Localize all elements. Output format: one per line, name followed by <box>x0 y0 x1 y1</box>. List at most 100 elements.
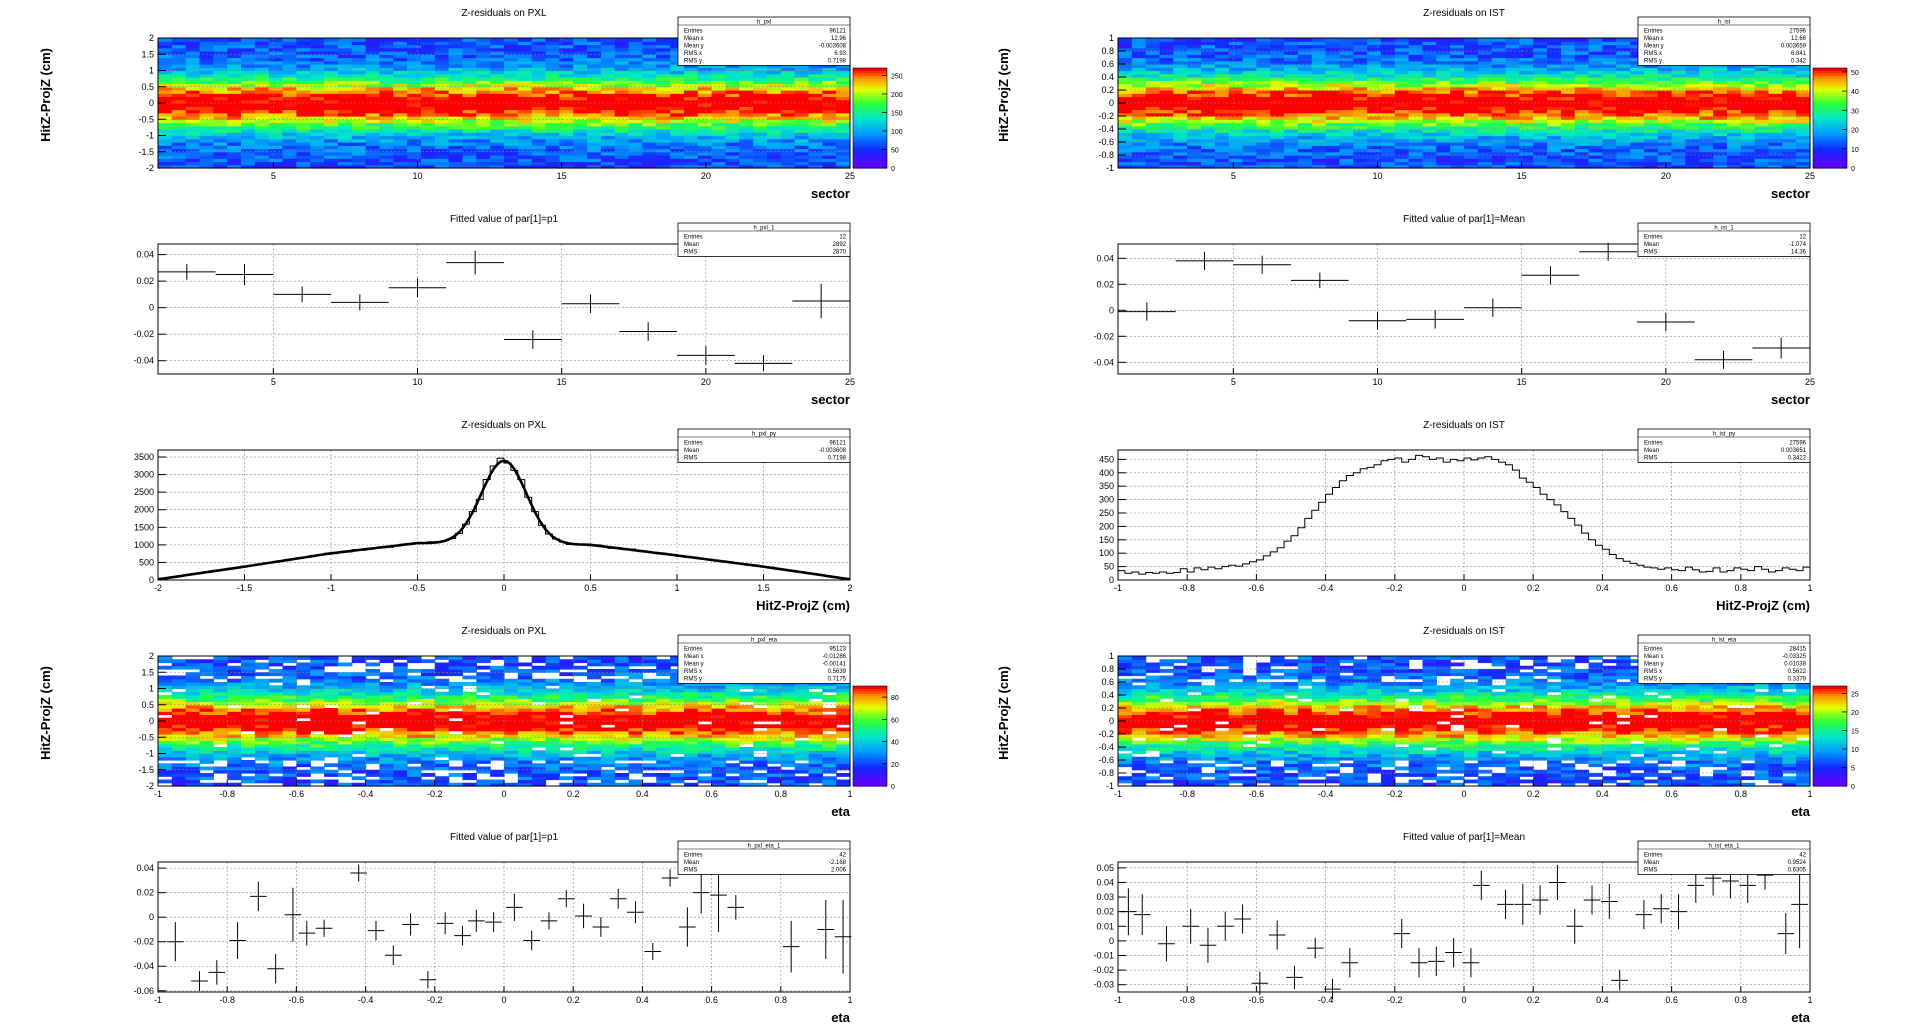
heatmap-cell <box>227 750 242 755</box>
heatmap-cell <box>185 740 201 745</box>
heatmap-cell <box>1159 54 1174 59</box>
heatmap-cell <box>517 80 533 85</box>
heatmap-cell <box>1297 145 1313 150</box>
heatmap-cell <box>268 753 284 758</box>
heatmap-cell <box>1228 54 1244 59</box>
heatmap-cell <box>1284 142 1299 146</box>
heatmap-cell <box>393 132 408 137</box>
heatmap-cell <box>379 135 394 140</box>
heatmap-cell <box>282 44 297 49</box>
heatmap-cell <box>185 161 201 166</box>
heatmap-cell <box>241 708 256 712</box>
heatmap-cell <box>199 714 214 719</box>
heatmap-cell <box>600 96 616 101</box>
heatmap-cell <box>1491 125 1507 130</box>
heatmap-cell <box>1256 93 1271 98</box>
heatmap-cell <box>1782 155 1797 159</box>
heatmap-cell <box>1270 64 1285 68</box>
heatmap-cell <box>296 688 311 693</box>
heatmap-cell <box>282 750 297 755</box>
heatmap-cell <box>683 67 699 72</box>
heatmap-cell <box>1159 145 1174 150</box>
heatmap-cell <box>241 691 256 696</box>
heatmap-cell <box>365 70 381 75</box>
heatmap-cell <box>766 116 782 120</box>
heatmap-cell <box>434 138 450 143</box>
heatmap-cell <box>199 158 214 163</box>
heatmap-cell <box>199 93 214 98</box>
heatmap-cell <box>1796 106 1811 111</box>
heatmap-cell <box>1796 67 1811 72</box>
heatmap-cell <box>1782 132 1797 137</box>
heatmap-cell <box>254 151 270 156</box>
heatmap-cell <box>1588 67 1603 72</box>
heatmap-cell <box>1353 93 1368 98</box>
heatmap-cell <box>1657 112 1673 117</box>
heatmap-cell <box>1713 125 1728 130</box>
heatmap-cell <box>171 138 187 143</box>
heatmap-cell <box>1353 77 1368 81</box>
palette-swatch <box>853 98 887 102</box>
heatmap-cell <box>1574 86 1590 91</box>
heatmap-cell <box>241 64 256 68</box>
heatmap-cell <box>1256 148 1271 153</box>
palette-swatch <box>1813 145 1847 149</box>
heatmap-cell <box>1367 151 1382 156</box>
heatmap-cell <box>1450 109 1465 114</box>
heatmap-cell <box>656 119 671 124</box>
heatmap-cell <box>1671 164 1687 169</box>
heatmap-cell <box>504 135 519 140</box>
heatmap-cell <box>780 96 796 101</box>
palette-swatch <box>853 85 887 89</box>
heatmap-cell <box>1464 70 1479 75</box>
heatmap-cell <box>171 60 187 65</box>
heatmap-cell <box>600 119 616 124</box>
heatmap-cell <box>587 77 602 81</box>
heatmap-cell <box>1297 70 1313 75</box>
heatmap-cell <box>614 119 630 124</box>
heatmap-cell <box>462 132 477 137</box>
chart-pane-pxl_projection: Z-residuals on PXL-2 -1.5 -1 -0.5 0 0.5 1 1.5 20… <box>134 420 853 613</box>
heatmap-cell <box>1768 80 1783 85</box>
heatmap-cell <box>1367 93 1382 98</box>
heatmap-cell <box>1408 145 1424 150</box>
heatmap-cell <box>1616 132 1631 137</box>
heatmap-cell <box>268 711 284 716</box>
heatmap-cell <box>199 740 214 745</box>
heatmap-cell <box>725 112 740 117</box>
heatmap-cell <box>490 57 505 62</box>
heatmap-cell <box>573 54 588 59</box>
heatmap-cell <box>808 99 823 104</box>
heatmap-cell <box>1533 132 1548 137</box>
heatmap-cell <box>268 688 284 693</box>
heatmap-cell <box>185 145 201 150</box>
heatmap-cell <box>171 51 187 55</box>
stats-label: Entries <box>1644 441 1663 447</box>
heatmap-cell <box>1408 109 1424 114</box>
heatmap-cell <box>587 47 602 52</box>
heatmap-cell <box>254 161 270 166</box>
heatmap-cell <box>1519 106 1534 111</box>
heatmap-cell <box>296 750 311 755</box>
heatmap-cell <box>310 743 325 748</box>
heatmap-cell <box>1422 155 1437 159</box>
heatmap-cell <box>1394 119 1410 124</box>
heatmap-cell <box>725 138 740 143</box>
heatmap-cell <box>1325 60 1341 65</box>
heatmap-cell <box>545 151 560 156</box>
stats-box-name: h_ist_py <box>1713 432 1735 438</box>
heatmap-cell <box>517 125 533 130</box>
heatmap-cell <box>407 129 422 133</box>
heatmap-cell <box>1533 93 1548 98</box>
heatmap-cell <box>1353 90 1368 94</box>
stats-label: RMS <box>1644 456 1657 462</box>
heatmap-cell <box>448 129 464 133</box>
heatmap-cell <box>227 164 242 169</box>
heatmap-cell <box>753 151 768 156</box>
stats-label: RMS <box>684 250 697 256</box>
heatmap-cell <box>476 148 491 153</box>
heatmap-cell <box>476 109 491 114</box>
heatmap-cell <box>1588 116 1603 120</box>
heatmap-cell <box>642 103 657 107</box>
